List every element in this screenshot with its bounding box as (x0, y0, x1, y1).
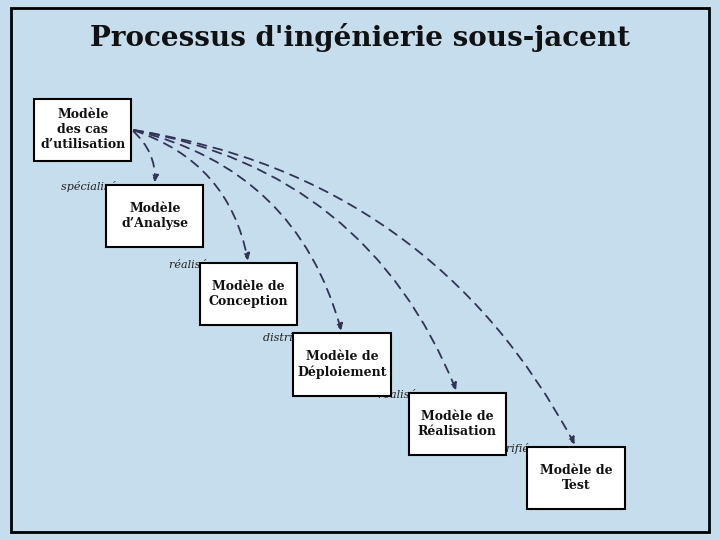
Text: réalisé par: réalisé par (378, 389, 438, 400)
Text: Modèle de
Réalisation: Modèle de Réalisation (418, 410, 497, 438)
Text: Modèle de
Test: Modèle de Test (540, 464, 612, 492)
Text: Processus d'ingénierie sous-jacent: Processus d'ingénierie sous-jacent (90, 23, 630, 52)
Text: Modèle de
Conception: Modèle de Conception (209, 280, 288, 308)
FancyArrowPatch shape (134, 131, 249, 259)
Bar (294, 333, 390, 395)
Bar (35, 98, 132, 160)
Text: Modèle
des cas
d’utilisation: Modèle des cas d’utilisation (40, 108, 125, 151)
Bar (199, 263, 297, 325)
Text: spécialisé par: spécialisé par (61, 181, 139, 192)
Bar (527, 447, 625, 509)
Text: Modèle de
Déploiement: Modèle de Déploiement (297, 350, 387, 379)
Text: Modèle
d’Analyse: Modèle d’Analyse (121, 202, 189, 230)
Text: vérifié par: vérifié par (493, 443, 552, 454)
FancyArrowPatch shape (134, 130, 574, 443)
FancyArrowPatch shape (134, 130, 342, 329)
FancyArrowPatch shape (133, 131, 158, 180)
Text: distribué par: distribué par (263, 332, 336, 343)
Text: réalisé par: réalisé par (169, 259, 230, 270)
FancyArrowPatch shape (134, 130, 456, 388)
Bar (107, 185, 203, 247)
Bar (409, 393, 505, 455)
